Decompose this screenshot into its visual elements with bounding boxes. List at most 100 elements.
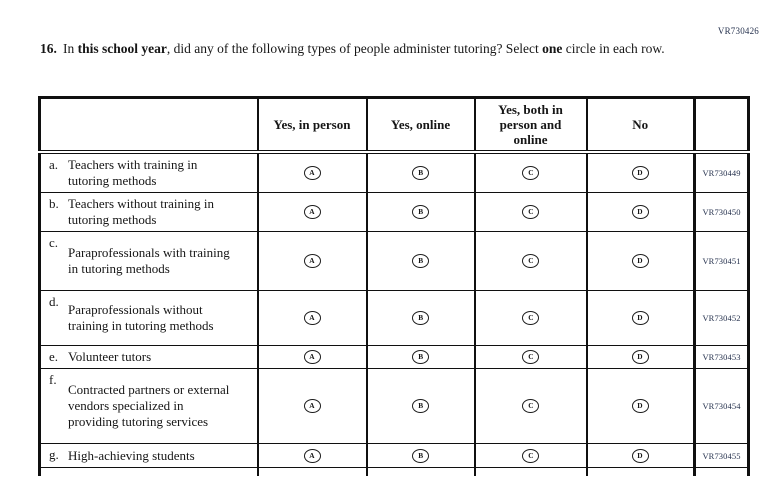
option-bubble-yes-in-person[interactable]: A	[303, 166, 321, 181]
row-label: e. Volunteer tutors	[38, 345, 259, 369]
question-text-segment: , did any of the following types of peop…	[166, 41, 543, 56]
question-text-segment: circle in each row.	[562, 41, 665, 56]
row-code: VR730454	[693, 368, 750, 444]
cell-no: D	[585, 443, 696, 468]
row-code: VR730450	[693, 192, 750, 232]
cell-yes-online: B	[365, 290, 476, 346]
option-bubble-yes-online[interactable]: B	[412, 166, 429, 181]
header-yes-both: Yes, both in person and online	[473, 96, 588, 154]
bubble-letter: A	[309, 207, 315, 217]
response-matrix-table: Yes, in person Yes, online Yes, both in …	[38, 96, 750, 476]
bubble-letter: D	[637, 256, 643, 266]
row-label: d. Paraprofessionals without training in …	[38, 290, 259, 346]
option-bubble-yes-in-person[interactable]: A	[303, 448, 321, 463]
option-bubble-no[interactable]: D	[631, 254, 649, 269]
option-bubble-no[interactable]: D	[631, 205, 649, 220]
cell-yes-online: B	[365, 151, 476, 193]
bubble-letter: C	[527, 207, 534, 217]
bubble-letter: B	[418, 256, 423, 266]
option-bubble-yes-in-person[interactable]: A	[303, 399, 321, 414]
bubble-letter: A	[309, 451, 315, 460]
bubble-letter: B	[418, 451, 423, 460]
option-bubble-yes-online[interactable]: B	[412, 448, 429, 463]
question-text-segment: In	[63, 41, 78, 56]
bubble-letter: A	[309, 313, 315, 323]
option-bubble-yes-online[interactable]: B	[412, 311, 429, 326]
option-bubble-yes-both[interactable]: C	[522, 311, 539, 326]
cell-yes-in-person: A	[256, 368, 368, 444]
option-bubble-yes-both[interactable]: C	[522, 399, 539, 414]
bubble-letter: C	[527, 401, 534, 411]
option-bubble-yes-online[interactable]: B	[412, 254, 429, 269]
bubble-letter: B	[418, 401, 423, 411]
bubble-letter: B	[418, 207, 423, 217]
question-text-bold: this school year	[77, 41, 167, 56]
table-row-e: e. Volunteer tutors A B C D VR730453	[38, 345, 750, 369]
bubble-letter: B	[418, 352, 423, 362]
bubble-letter: C	[527, 352, 534, 362]
cell-yes-both: C	[473, 151, 588, 193]
cell-yes-in-person: A	[256, 290, 368, 346]
option-bubble-yes-both[interactable]: C	[522, 205, 539, 220]
table-row-c: c. Paraprofessionals with training in tut…	[38, 231, 750, 291]
form-code: VR730426	[717, 26, 759, 36]
option-bubble-yes-online[interactable]: B	[412, 350, 429, 365]
option-bubble-yes-online[interactable]: B	[412, 399, 429, 414]
bubble-letter: B	[418, 313, 423, 323]
bubble-letter: A	[309, 352, 315, 362]
row-code: VR730455	[693, 443, 750, 468]
cell-yes-in-person: A	[256, 151, 368, 193]
option-bubble-yes-both[interactable]: C	[522, 448, 539, 463]
cell-no: D	[585, 231, 696, 291]
option-bubble-yes-in-person[interactable]: A	[303, 350, 321, 365]
bubble-letter: A	[309, 168, 315, 177]
option-bubble-no[interactable]: D	[631, 399, 649, 414]
option-bubble-no[interactable]: D	[631, 350, 649, 365]
cell-no: D	[585, 151, 696, 193]
cell-yes-in-person: A	[256, 345, 368, 369]
cell-yes-online: B	[365, 443, 476, 468]
cell-yes-both: C	[473, 345, 588, 369]
cell-yes-online: B	[365, 368, 476, 444]
option-bubble-yes-both[interactable]: C	[522, 254, 539, 269]
row-code: VR730449	[693, 151, 750, 193]
row-label: g. High-achieving students	[38, 443, 259, 468]
header-yes-online: Yes, online	[365, 96, 476, 154]
table-cutoff-stub	[38, 467, 750, 476]
bubble-letter: D	[637, 451, 643, 460]
cell-no: D	[585, 345, 696, 369]
header-yes-in-person: Yes, in person	[256, 96, 368, 154]
cell-yes-both: C	[473, 290, 588, 346]
option-bubble-no[interactable]: D	[631, 166, 649, 181]
bubble-letter: C	[527, 168, 534, 177]
cell-yes-both: C	[473, 192, 588, 232]
bubble-letter: C	[527, 313, 534, 323]
option-bubble-yes-in-person[interactable]: A	[303, 311, 321, 326]
row-label: c. Paraprofessionals with training in tut…	[38, 231, 259, 291]
bubble-letter: D	[637, 401, 643, 411]
option-bubble-yes-both[interactable]: C	[522, 350, 539, 365]
header-blank	[38, 96, 259, 154]
option-bubble-yes-in-person[interactable]: A	[303, 205, 321, 220]
row-label: f. Contracted partners or external vendor…	[38, 368, 259, 444]
option-bubble-no[interactable]: D	[631, 448, 649, 463]
cell-yes-both: C	[473, 231, 588, 291]
cell-yes-online: B	[365, 192, 476, 232]
option-bubble-no[interactable]: D	[631, 311, 649, 326]
bubble-letter: A	[309, 256, 315, 266]
row-label: b. Teachers without training in tutoring …	[38, 192, 259, 232]
cell-yes-in-person: A	[256, 443, 368, 468]
option-bubble-yes-in-person[interactable]: A	[303, 254, 321, 269]
cell-yes-both: C	[473, 443, 588, 468]
table-row-d: d. Paraprofessionals without training in …	[38, 290, 750, 346]
table-row-a: a. Teachers with training in tutoring met…	[38, 151, 750, 193]
cell-yes-in-person: A	[256, 192, 368, 232]
option-bubble-yes-both[interactable]: C	[522, 166, 539, 181]
cell-no: D	[585, 290, 696, 346]
bubble-letter: A	[309, 401, 315, 411]
cell-yes-both: C	[473, 368, 588, 444]
table-row-b: b. Teachers without training in tutoring …	[38, 192, 750, 232]
option-bubble-yes-online[interactable]: B	[412, 205, 429, 220]
cell-no: D	[585, 368, 696, 444]
bubble-letter: D	[637, 168, 643, 177]
